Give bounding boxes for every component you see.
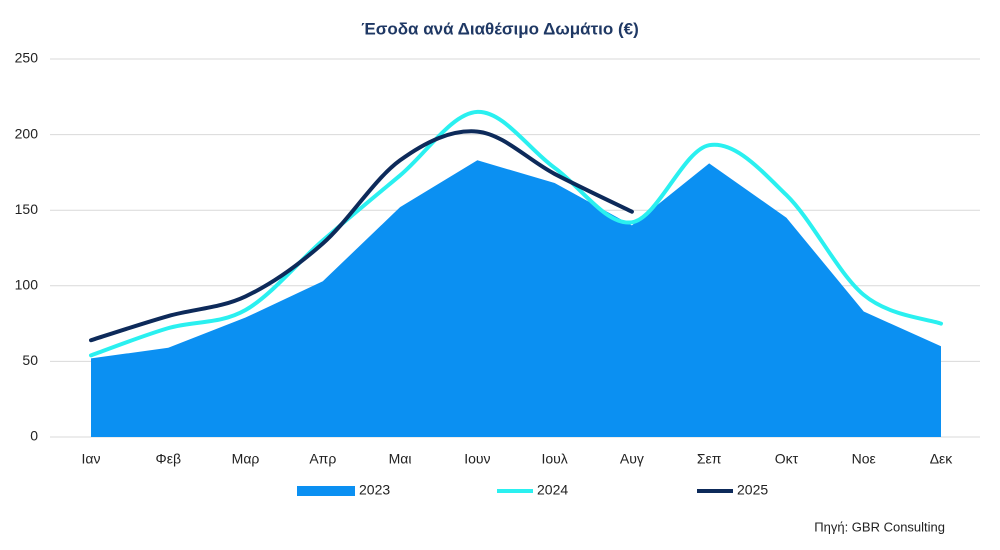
x-tick-label: Ιουλ <box>541 451 567 467</box>
y-tick-label: 100 <box>15 277 39 293</box>
y-tick-label: 150 <box>15 201 39 217</box>
x-tick-label: Νοε <box>852 451 876 467</box>
x-tick-label: Οκτ <box>775 451 799 467</box>
source: Πηγή: GBR Consulting <box>814 519 945 534</box>
legend-label: 2024 <box>537 482 568 498</box>
line <box>89 109 943 358</box>
line <box>89 129 634 343</box>
x-tick-label: Μαι <box>389 451 412 467</box>
legend-label: 2025 <box>737 482 768 498</box>
x-tick-label: Σεπ <box>697 451 722 467</box>
y-tick-label: 0 <box>30 428 38 444</box>
x-tick-label: Ιουν <box>464 451 490 467</box>
y-tick-label: 200 <box>15 125 39 141</box>
legend-swatch <box>297 486 355 496</box>
x-tick-label: Δεκ <box>930 451 954 467</box>
x-tick-label: Φεβ <box>156 451 181 467</box>
legend-label: 2023 <box>359 482 390 498</box>
area <box>91 160 941 437</box>
y-tick-label: 250 <box>15 50 39 66</box>
x-tick-label: Αυγ <box>620 451 644 467</box>
chart-title: Έσοδα ανά Διαθέσιμο Δωμάτιο (€) <box>361 19 639 38</box>
x-tick-label: Ιαν <box>82 451 101 467</box>
x-tick-label: Μαρ <box>232 451 260 467</box>
y-tick-label: 50 <box>22 352 38 368</box>
x-tick-label: Απρ <box>309 451 336 467</box>
